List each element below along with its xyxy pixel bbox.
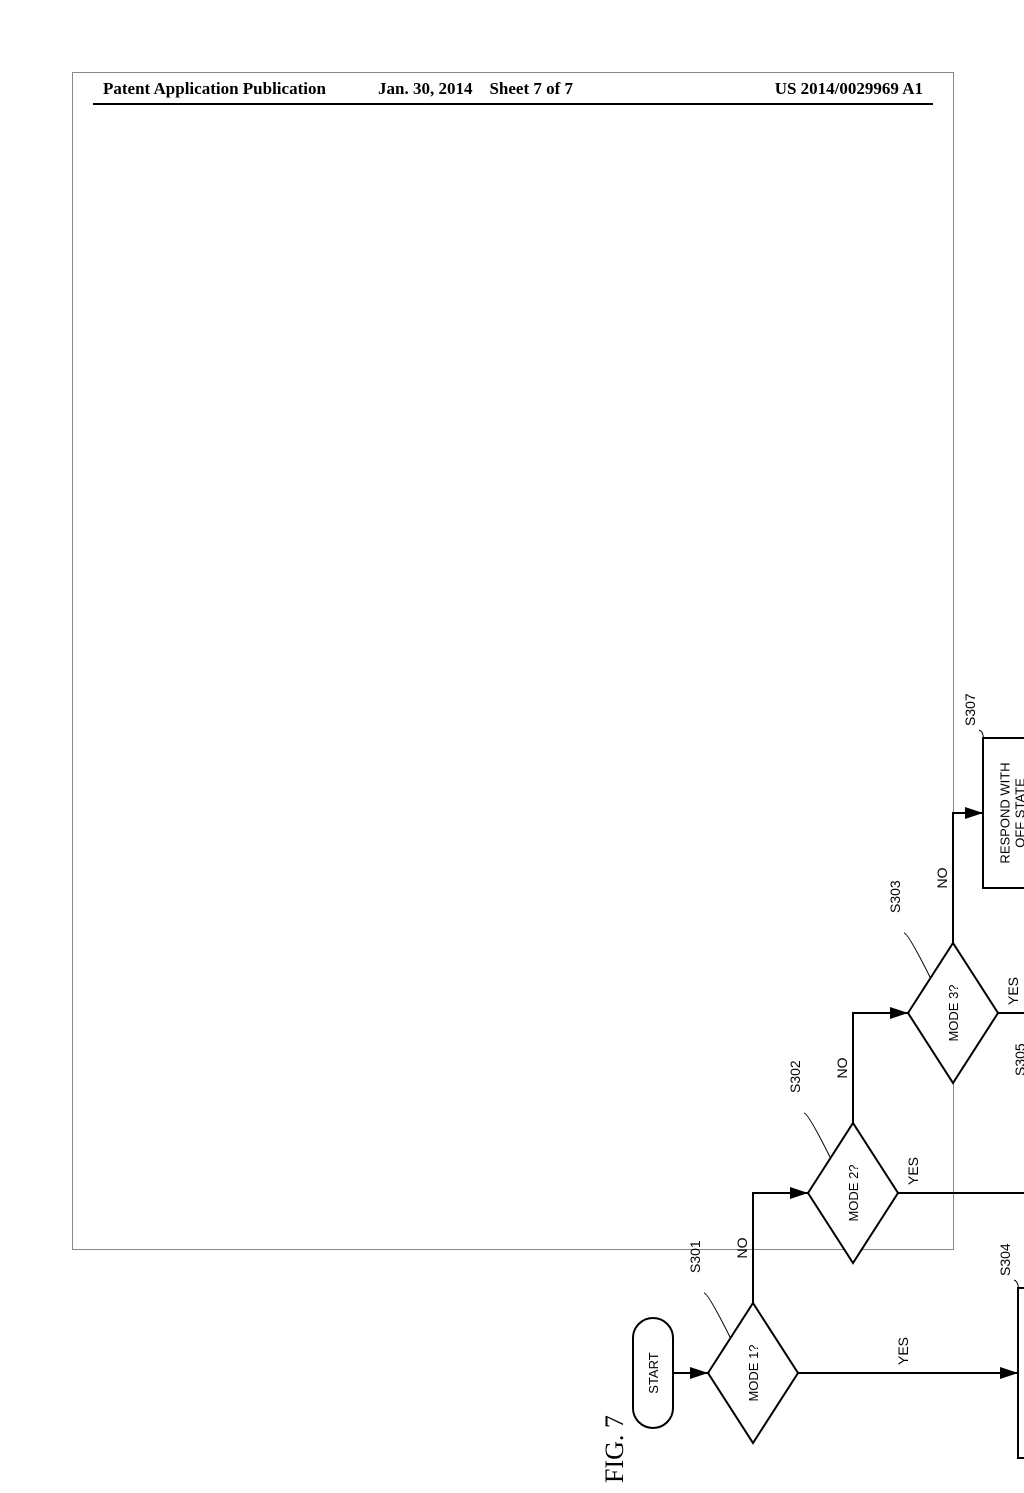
header-sheet: Sheet 7 of 7 <box>489 79 573 98</box>
svg-text:NO: NO <box>934 867 950 888</box>
node-start: START <box>633 1318 673 1428</box>
svg-text:S304: S304 <box>997 1243 1013 1276</box>
svg-text:NO: NO <box>834 1057 850 1078</box>
header-pubnumber: US 2014/0029969 A1 <box>775 79 923 99</box>
page-frame: Patent Application Publication Jan. 30, … <box>72 72 954 1250</box>
header-publication: Patent Application Publication <box>103 79 326 99</box>
process-S307: RESPOND WITHOFF STATE S307 <box>962 693 1024 888</box>
svg-text:START: START <box>646 1352 661 1393</box>
svg-text:S307: S307 <box>962 693 978 726</box>
svg-text:YES: YES <box>895 1337 911 1365</box>
svg-text:S303: S303 <box>887 880 903 913</box>
svg-text:YES: YES <box>905 1157 921 1185</box>
decision-S302: MODE 2? S302 <box>787 1060 898 1263</box>
svg-text:S305: S305 <box>1012 1043 1024 1076</box>
decision-S303: MODE 3? S303 <box>887 880 998 1083</box>
header-rule <box>93 103 933 105</box>
svg-text:FIG. 7: FIG. 7 <box>600 1415 629 1483</box>
figure-7: FIG. 7 START MODE 1? S301 MODE 2? S302 MODE 3?… <box>593 613 1024 1493</box>
header-date-sheet: Jan. 30, 2014 Sheet 7 of 7 <box>378 79 573 99</box>
svg-text:MODE 3?: MODE 3? <box>946 984 961 1041</box>
header-date: Jan. 30, 2014 <box>378 79 472 98</box>
flowchart-svg: FIG. 7 START MODE 1? S301 MODE 2? S302 MODE 3?… <box>593 613 1024 1493</box>
svg-text:S301: S301 <box>687 1240 703 1273</box>
process-S304: RESPOND WITH POWERSUPPLY STATENOTIFICATI… <box>997 1243 1024 1458</box>
svg-text:MODE 1?: MODE 1? <box>746 1344 761 1401</box>
svg-text:NO: NO <box>734 1237 750 1258</box>
svg-text:S302: S302 <box>787 1060 803 1093</box>
decision-S301: MODE 1? S301 <box>687 1240 798 1443</box>
svg-text:MODE 2?: MODE 2? <box>846 1164 861 1221</box>
svg-text:YES: YES <box>1005 977 1021 1005</box>
svg-text:RESPOND WITH: RESPOND WITH <box>998 762 1013 863</box>
process-S305: RESPOND WITHON STATES305 <box>1012 1043 1024 1238</box>
svg-text:OFF STATE: OFF STATE <box>1013 778 1024 848</box>
